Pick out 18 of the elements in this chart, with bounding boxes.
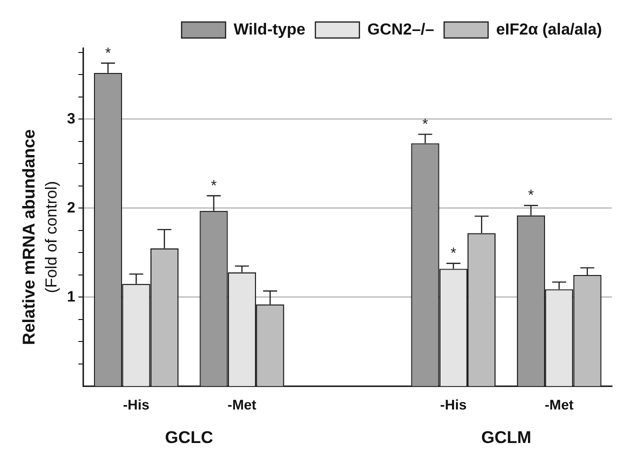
x-tick-label: -His bbox=[122, 396, 150, 412]
data-label: * bbox=[210, 177, 217, 194]
data-label: * bbox=[105, 44, 112, 62]
text: GCLM bbox=[481, 428, 532, 447]
data-label: * bbox=[528, 187, 534, 204]
data-label: * bbox=[422, 116, 428, 133]
x-tick-label: -His bbox=[440, 396, 467, 412]
x-tick-label: -Met bbox=[228, 396, 257, 412]
legend-label: GCN2–/– bbox=[367, 21, 434, 38]
y-tick-label: 2 bbox=[67, 199, 76, 216]
legend-label: eIF2α (ala/ala) bbox=[496, 21, 602, 38]
legend-label: Wild-type bbox=[234, 21, 306, 38]
y-tick-label: 3 bbox=[67, 110, 76, 128]
y-axis-title: Relative mRNA abundance (Fold of control) bbox=[20, 129, 60, 345]
data-label: * bbox=[450, 245, 456, 262]
text: GCLC bbox=[164, 428, 214, 447]
y-tick-label: 1 bbox=[67, 288, 76, 306]
x-tick-label: -Met bbox=[544, 396, 574, 412]
